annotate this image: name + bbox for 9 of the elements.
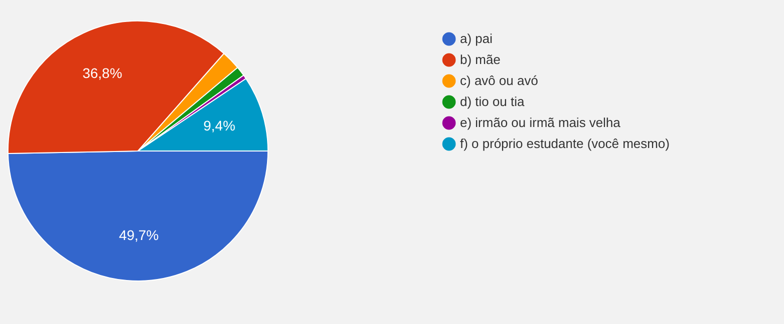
data-label: 9,4% — [203, 117, 236, 134]
legend-label: c) avô ou avó — [460, 73, 538, 88]
legend-label: b) mãe — [460, 52, 500, 67]
legend-label: a) pai — [460, 31, 493, 46]
legend-label: d) tio ou tia — [460, 94, 526, 109]
data-label: 36,8% — [82, 64, 122, 81]
legend-label: f) o próprio estudante (você mesmo) — [460, 136, 670, 151]
legend-label: e) irmão ou irmã mais velha — [460, 115, 622, 130]
data-label: 49,7% — [118, 226, 159, 243]
